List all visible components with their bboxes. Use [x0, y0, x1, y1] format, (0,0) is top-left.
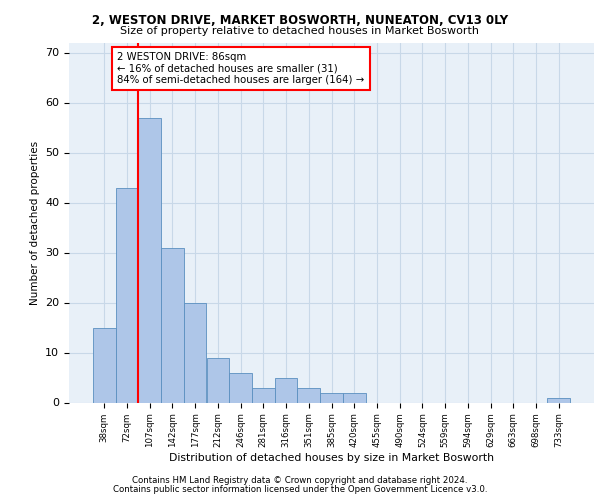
Y-axis label: Number of detached properties: Number of detached properties	[29, 140, 40, 304]
X-axis label: Distribution of detached houses by size in Market Bosworth: Distribution of detached houses by size …	[169, 452, 494, 462]
Bar	[320, 392, 343, 402]
Bar	[298, 388, 320, 402]
Text: 2 WESTON DRIVE: 86sqm
← 16% of detached houses are smaller (31)
84% of semi-deta: 2 WESTON DRIVE: 86sqm ← 16% of detached …	[117, 52, 364, 85]
Text: 2, WESTON DRIVE, MARKET BOSWORTH, NUNEATON, CV13 0LY: 2, WESTON DRIVE, MARKET BOSWORTH, NUNEAT…	[92, 14, 508, 27]
Bar	[252, 388, 275, 402]
Bar	[184, 302, 206, 402]
Bar	[343, 392, 365, 402]
Bar	[139, 118, 161, 403]
Bar	[547, 398, 570, 402]
Bar	[229, 372, 252, 402]
Bar	[161, 248, 184, 402]
Bar	[93, 328, 116, 402]
Bar	[275, 378, 298, 402]
Text: Size of property relative to detached houses in Market Bosworth: Size of property relative to detached ho…	[121, 26, 479, 36]
Text: Contains HM Land Registry data © Crown copyright and database right 2024.: Contains HM Land Registry data © Crown c…	[132, 476, 468, 485]
Text: Contains public sector information licensed under the Open Government Licence v3: Contains public sector information licen…	[113, 485, 487, 494]
Bar	[206, 358, 229, 403]
Bar	[116, 188, 139, 402]
